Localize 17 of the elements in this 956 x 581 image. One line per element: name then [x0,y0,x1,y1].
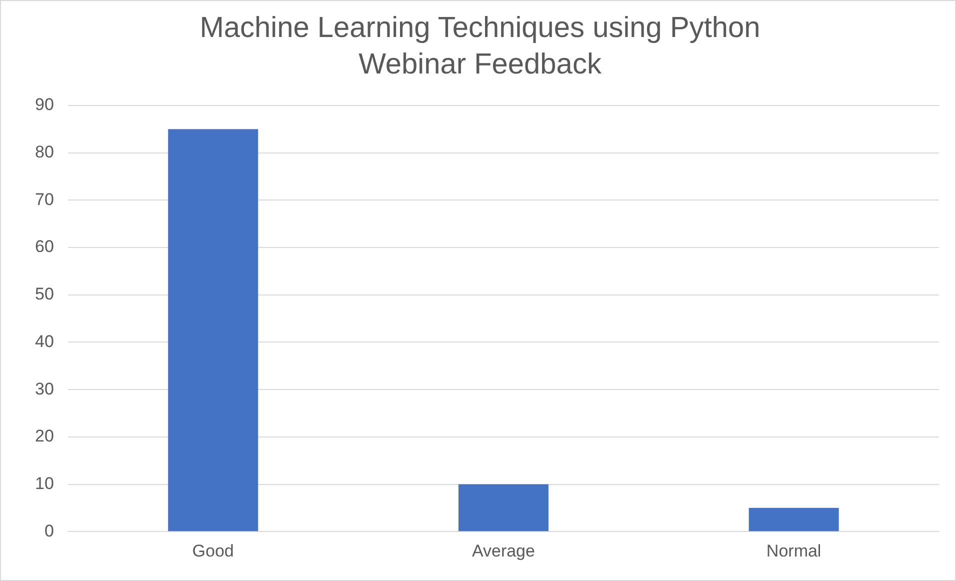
x-tick-label: Good [192,541,234,560]
x-tick-label: Average [472,541,535,560]
y-tick-label: 30 [34,379,54,398]
y-tick-label: 50 [34,284,54,304]
bar [458,484,548,532]
x-tick-label: Normal [766,541,822,560]
y-tick-label: 20 [34,426,54,446]
y-tick-label: 70 [34,190,54,209]
y-tick-label: 80 [34,142,54,162]
bar [748,508,839,532]
chart-title: Machine Learning Techniques using Python Webinar Feedback [200,12,760,80]
y-tick-label: 60 [34,237,54,256]
y-tick-label: 90 [34,95,54,114]
y-tick-label: 40 [34,332,54,351]
y-tick-label: 10 [34,474,54,493]
bar [168,129,258,532]
y-tick-label: 0 [44,521,54,540]
